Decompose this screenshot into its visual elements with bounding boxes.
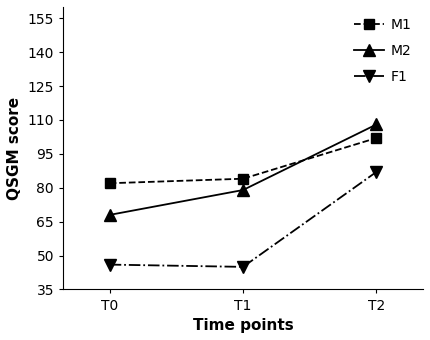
M2 [374, 122, 379, 126]
M2 [240, 188, 246, 192]
F1 [107, 262, 112, 267]
X-axis label: Time points: Time points [193, 318, 293, 333]
F1 [240, 265, 246, 269]
M1 [374, 136, 379, 140]
M1 [240, 177, 246, 181]
Line: M2: M2 [104, 119, 382, 220]
Line: F1: F1 [104, 166, 382, 272]
Y-axis label: QSGM score: QSGM score [7, 97, 22, 200]
Line: M1: M1 [105, 133, 381, 188]
F1 [374, 170, 379, 174]
M1 [107, 181, 112, 185]
M2 [107, 213, 112, 217]
Legend: M1, M2, F1: M1, M2, F1 [350, 14, 416, 88]
